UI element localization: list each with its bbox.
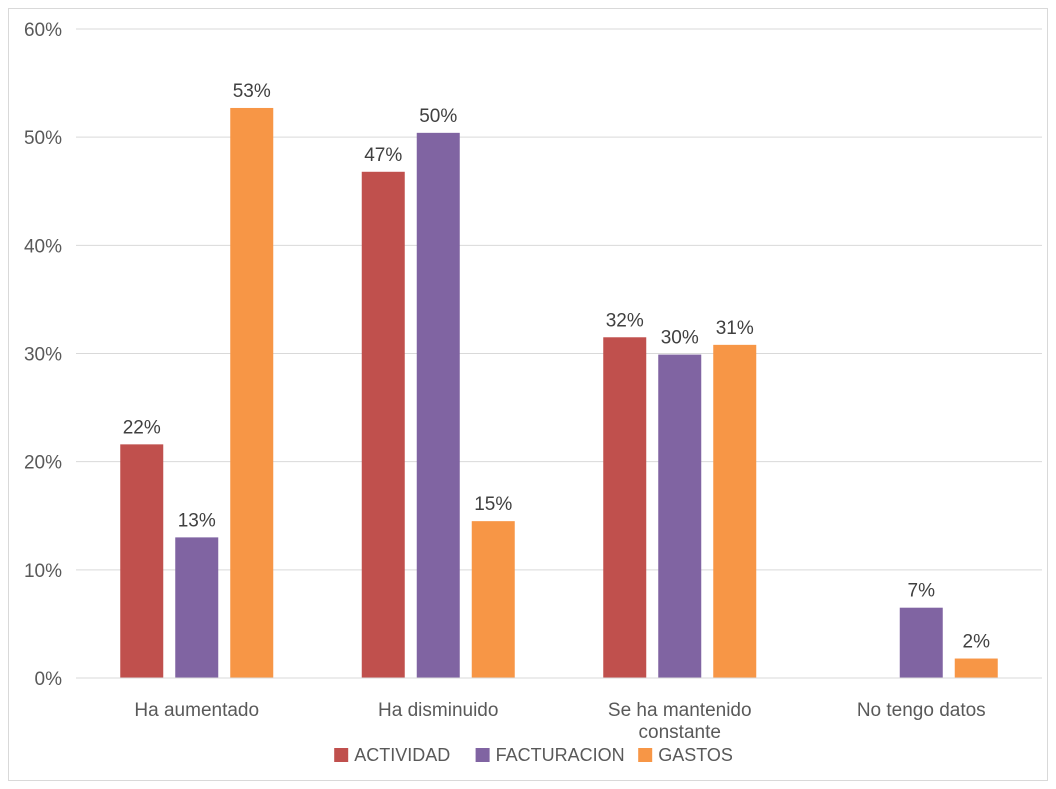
data-label: 13% xyxy=(178,510,216,531)
data-label: 22% xyxy=(123,417,161,438)
y-tick-label: 30% xyxy=(24,345,62,366)
data-label: 32% xyxy=(606,310,644,331)
legend-label: GASTOS xyxy=(658,745,733,765)
data-label: 7% xyxy=(908,581,936,602)
bar-gastos xyxy=(471,521,515,678)
legend-swatch xyxy=(638,748,653,762)
y-tick-label: 20% xyxy=(24,453,62,474)
y-tick-label: 40% xyxy=(24,236,62,257)
category-label: Ha aumentado xyxy=(134,700,259,721)
legend-swatch xyxy=(334,748,349,762)
bar-gastos xyxy=(954,658,998,678)
data-label: 50% xyxy=(419,106,457,127)
category-label: No tengo datos xyxy=(857,700,986,721)
y-tick-label: 50% xyxy=(24,128,62,149)
bar-actividad xyxy=(361,171,405,678)
bar-facturacion xyxy=(899,607,943,678)
bar-actividad xyxy=(120,444,164,678)
y-tick-label: 60% xyxy=(24,20,62,41)
bar-gastos xyxy=(713,344,757,678)
y-tick-label: 10% xyxy=(24,561,62,582)
data-label: 47% xyxy=(364,145,402,166)
data-label: 15% xyxy=(474,494,512,515)
data-label: 2% xyxy=(963,632,991,653)
bar-gastos xyxy=(230,107,274,678)
bar-facturacion xyxy=(175,537,219,678)
category-label: Se ha mantenido constante xyxy=(608,700,752,743)
data-label: 31% xyxy=(716,318,754,339)
legend-label: FACTURACION xyxy=(496,745,625,765)
data-label: 53% xyxy=(233,81,271,102)
legend-swatch xyxy=(475,748,490,762)
bar-actividad xyxy=(603,337,647,678)
data-label: 30% xyxy=(661,328,699,349)
category-label: Ha disminuido xyxy=(378,700,498,721)
y-tick-label: 0% xyxy=(35,669,63,690)
bar-facturacion xyxy=(416,132,460,679)
bar-facturacion xyxy=(658,354,702,678)
legend-label: ACTIVIDAD xyxy=(354,745,450,765)
